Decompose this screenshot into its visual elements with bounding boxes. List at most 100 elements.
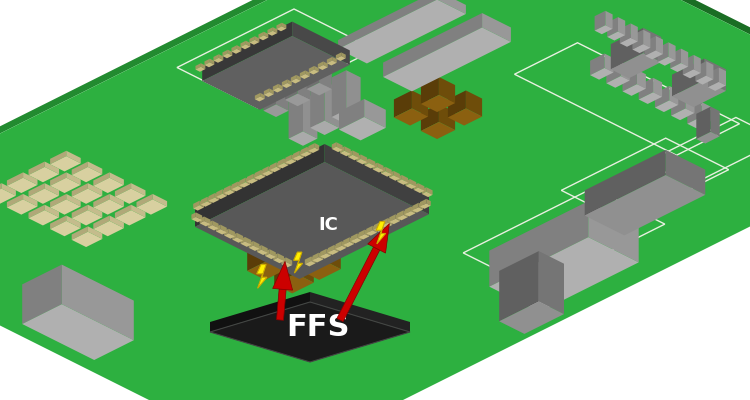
Polygon shape	[334, 245, 339, 252]
Polygon shape	[230, 185, 235, 192]
Polygon shape	[212, 220, 218, 228]
Polygon shape	[381, 167, 386, 174]
Polygon shape	[622, 84, 646, 96]
Polygon shape	[270, 167, 280, 172]
Polygon shape	[364, 158, 369, 165]
Polygon shape	[386, 167, 392, 174]
Polygon shape	[672, 80, 726, 107]
Polygon shape	[72, 232, 102, 247]
Polygon shape	[304, 256, 311, 264]
Polygon shape	[299, 151, 304, 158]
Polygon shape	[247, 178, 258, 184]
Polygon shape	[644, 30, 650, 48]
Polygon shape	[205, 59, 210, 65]
Polygon shape	[639, 78, 653, 100]
Polygon shape	[66, 216, 81, 228]
Polygon shape	[23, 172, 38, 185]
Polygon shape	[110, 216, 124, 228]
Polygon shape	[332, 142, 336, 149]
Polygon shape	[292, 22, 350, 65]
Polygon shape	[320, 58, 332, 89]
Polygon shape	[208, 225, 218, 230]
Polygon shape	[620, 38, 638, 47]
Polygon shape	[500, 251, 538, 321]
Polygon shape	[410, 179, 416, 187]
Polygon shape	[337, 247, 380, 322]
Polygon shape	[302, 242, 322, 271]
Polygon shape	[656, 36, 663, 54]
Polygon shape	[265, 249, 269, 256]
Polygon shape	[358, 230, 364, 237]
Polygon shape	[50, 151, 66, 164]
Polygon shape	[259, 35, 268, 40]
Polygon shape	[293, 155, 304, 161]
Polygon shape	[389, 175, 400, 181]
Polygon shape	[389, 214, 395, 222]
Polygon shape	[201, 63, 206, 69]
Polygon shape	[346, 70, 361, 117]
Polygon shape	[682, 69, 700, 78]
Polygon shape	[315, 143, 320, 150]
Polygon shape	[28, 162, 45, 175]
Polygon shape	[131, 205, 146, 217]
Polygon shape	[655, 86, 669, 108]
Polygon shape	[374, 226, 385, 232]
Polygon shape	[50, 172, 66, 186]
Polygon shape	[341, 52, 346, 58]
Polygon shape	[538, 251, 564, 314]
Polygon shape	[301, 147, 307, 154]
Polygon shape	[256, 245, 261, 252]
Polygon shape	[246, 41, 250, 46]
Polygon shape	[413, 183, 418, 190]
Polygon shape	[419, 203, 423, 210]
Polygon shape	[394, 108, 428, 126]
Polygon shape	[605, 11, 613, 29]
Polygon shape	[681, 49, 688, 66]
Polygon shape	[278, 84, 283, 90]
Polygon shape	[389, 171, 394, 178]
Polygon shape	[500, 302, 564, 334]
Polygon shape	[350, 237, 354, 244]
Polygon shape	[322, 242, 340, 269]
Polygon shape	[671, 108, 694, 120]
Polygon shape	[332, 57, 337, 63]
Polygon shape	[421, 95, 455, 112]
Polygon shape	[247, 174, 254, 182]
Polygon shape	[136, 199, 167, 215]
Polygon shape	[380, 222, 385, 229]
Polygon shape	[239, 178, 245, 185]
Polygon shape	[232, 49, 242, 54]
Polygon shape	[224, 229, 229, 236]
Polygon shape	[339, 117, 386, 140]
Polygon shape	[308, 143, 315, 151]
Polygon shape	[293, 151, 299, 158]
Polygon shape	[318, 65, 328, 70]
Polygon shape	[335, 241, 342, 249]
Polygon shape	[655, 100, 678, 112]
Polygon shape	[209, 198, 219, 203]
Polygon shape	[115, 188, 146, 204]
Polygon shape	[421, 122, 455, 139]
Polygon shape	[72, 167, 102, 182]
Polygon shape	[327, 57, 332, 63]
Polygon shape	[318, 62, 323, 68]
Polygon shape	[214, 54, 219, 60]
Polygon shape	[466, 90, 482, 116]
Polygon shape	[670, 49, 681, 68]
Polygon shape	[262, 171, 273, 176]
Polygon shape	[610, 53, 662, 78]
Polygon shape	[28, 167, 59, 182]
Polygon shape	[195, 162, 429, 279]
Polygon shape	[254, 174, 258, 180]
Polygon shape	[344, 242, 354, 247]
Polygon shape	[223, 53, 232, 58]
Polygon shape	[606, 62, 621, 83]
Polygon shape	[327, 60, 337, 66]
Polygon shape	[88, 226, 102, 239]
Polygon shape	[273, 27, 278, 33]
Polygon shape	[702, 102, 711, 121]
Polygon shape	[250, 36, 255, 42]
Polygon shape	[196, 67, 206, 72]
Polygon shape	[405, 211, 416, 216]
Polygon shape	[489, 201, 588, 287]
